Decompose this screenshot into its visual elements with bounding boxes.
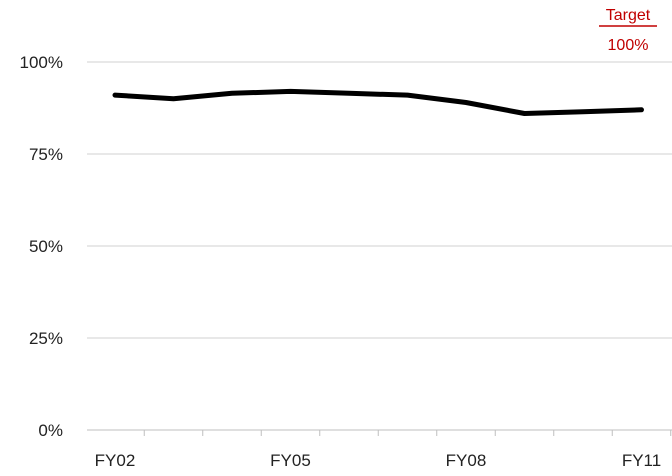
y-tick-label: 0% [38,421,63,440]
x-axis-labels: FY02 FY05 FY08 FY11 [95,451,662,470]
y-tick-label: 50% [29,237,63,256]
gridlines [87,61,672,339]
target-value-label: 100% [608,37,649,54]
series-group [112,88,644,116]
y-axis-labels: 0% 25% 50% 75% 100% [20,53,63,440]
x-axis-ticks [143,430,672,436]
x-tick-label: FY05 [270,451,311,470]
y-tick-label: 25% [29,329,63,348]
y-tick-label: 75% [29,145,63,164]
y-tick-label: 100% [20,53,63,72]
x-tick-label: FY08 [446,451,487,470]
x-tick-label: FY11 [622,451,661,470]
x-tick-label: FY02 [95,451,136,470]
series-line [112,88,644,116]
target-label: Target [606,7,651,24]
